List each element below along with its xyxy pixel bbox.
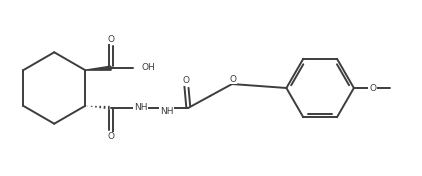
Text: O: O (108, 132, 114, 141)
Text: O: O (230, 75, 237, 84)
Text: OH: OH (141, 63, 155, 72)
Text: O: O (369, 83, 376, 93)
Text: NH: NH (134, 103, 147, 112)
Text: NH: NH (160, 106, 173, 115)
Text: O: O (108, 35, 114, 44)
Polygon shape (85, 66, 111, 70)
Text: O: O (182, 76, 189, 85)
